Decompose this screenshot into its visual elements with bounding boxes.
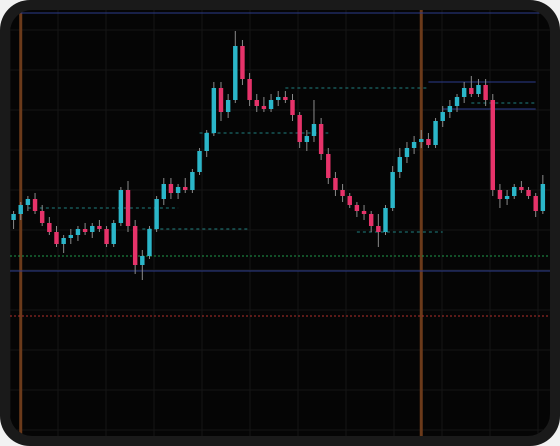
candle-body <box>197 151 202 172</box>
candle-body <box>433 121 438 145</box>
candle-body <box>340 190 345 196</box>
candle-body <box>304 136 310 142</box>
candle-body <box>261 106 267 109</box>
candle-body <box>18 205 23 214</box>
candlestick-chart[interactable] <box>10 10 550 436</box>
candle-body <box>275 97 281 100</box>
candle-body <box>190 172 195 190</box>
candle-body <box>318 124 324 154</box>
candle-body <box>90 226 95 232</box>
candle-body <box>97 226 102 229</box>
candle-body <box>132 226 138 265</box>
candle-body <box>32 199 38 211</box>
candle-body <box>283 97 288 100</box>
candle-body <box>240 46 245 79</box>
candle-body <box>11 214 16 220</box>
candle-body <box>290 100 295 115</box>
candle-body <box>204 133 209 151</box>
candle-body <box>519 187 524 190</box>
candle-body <box>447 106 453 112</box>
candle-body <box>461 88 467 97</box>
candle-body <box>125 190 131 226</box>
candle-body <box>490 100 495 190</box>
candle-body <box>254 100 259 106</box>
chart-screen <box>10 10 550 436</box>
candle-body <box>326 154 331 178</box>
candle-body <box>454 97 460 106</box>
candle-body <box>225 100 231 112</box>
candle-body <box>540 184 546 211</box>
candle-body <box>419 139 424 142</box>
candle-body <box>361 211 367 214</box>
candle-body <box>311 124 317 136</box>
candle-body <box>140 256 145 265</box>
candle-body <box>111 223 116 244</box>
candle-body <box>347 196 352 205</box>
candle-body <box>333 178 338 190</box>
candle-body <box>118 190 124 223</box>
candle-body <box>426 139 431 145</box>
candle-body <box>82 229 88 232</box>
candle-body <box>504 196 510 199</box>
candle-body <box>75 229 81 235</box>
candle-body <box>68 235 74 238</box>
candle-body <box>168 184 174 193</box>
candle-body <box>411 142 417 148</box>
candle-body <box>383 208 388 232</box>
candle-body <box>476 85 481 94</box>
candle-body <box>440 112 445 121</box>
candle-body <box>175 187 181 193</box>
candle-body <box>354 205 360 211</box>
candle-body <box>368 214 374 226</box>
candle-body <box>268 100 274 109</box>
candle-body <box>526 190 531 196</box>
candle-body <box>533 196 538 211</box>
candle-body <box>397 157 403 172</box>
candle-body <box>61 238 66 244</box>
candle-body <box>376 226 381 232</box>
candle-body <box>218 88 224 112</box>
candle-body <box>297 115 302 142</box>
candle-body <box>25 199 31 205</box>
candle-body <box>247 79 252 100</box>
candle-body <box>39 211 45 223</box>
candle-body <box>233 46 238 100</box>
candle-body <box>483 85 488 100</box>
candle-body <box>161 184 166 199</box>
candle-body <box>147 229 152 256</box>
candle-body <box>497 190 503 199</box>
candle-body <box>404 148 410 157</box>
candle-body <box>104 229 109 244</box>
candle-body <box>211 88 217 133</box>
candle-body <box>390 172 395 208</box>
candle-body <box>154 199 159 229</box>
candle-body <box>512 187 517 196</box>
candle-body <box>469 88 474 94</box>
candle-body <box>47 223 52 232</box>
candle-body <box>54 232 59 244</box>
candle-body <box>183 187 188 190</box>
